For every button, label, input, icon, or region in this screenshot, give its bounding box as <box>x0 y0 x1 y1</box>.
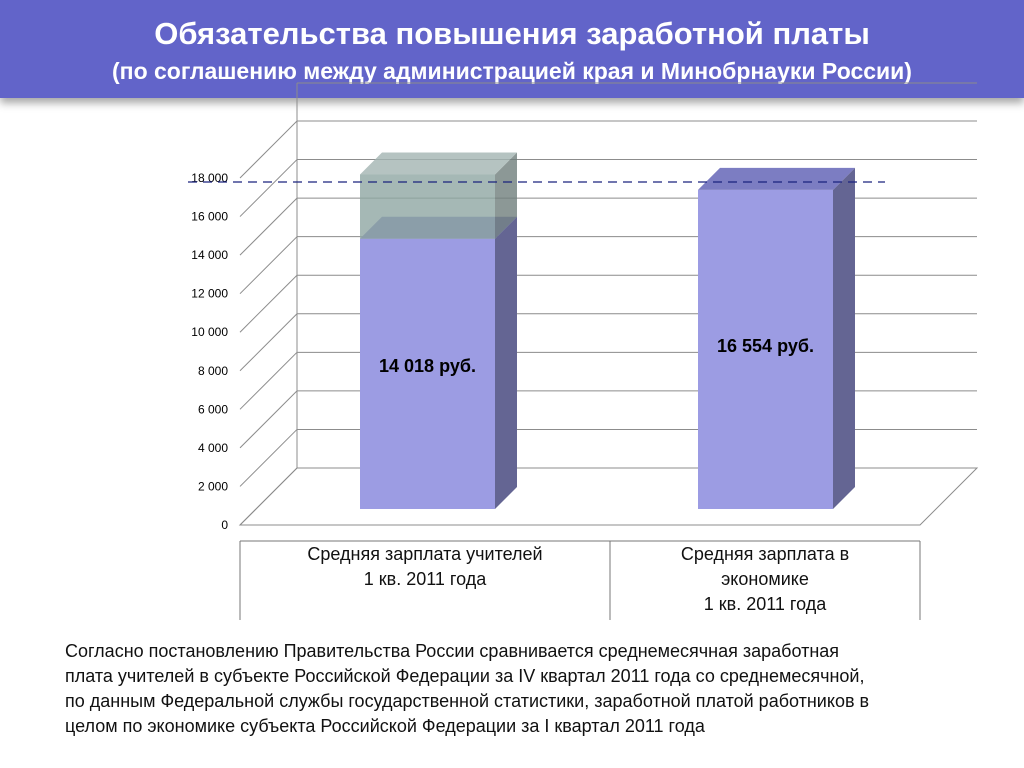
chart-floor <box>238 467 979 526</box>
grid-diagonal <box>239 390 298 449</box>
data-label: 16 554 руб. <box>717 336 814 356</box>
grid-diagonal <box>239 120 298 179</box>
category-label: Средняя зарплата учителей 1 кв. 2011 года <box>307 544 542 589</box>
footnote-text: Согласно постановлению Правительства Рос… <box>65 641 870 736</box>
bar-front <box>698 189 833 509</box>
data-label: 14 018 руб. <box>379 356 476 376</box>
target-bar-segment-front <box>360 174 495 239</box>
y-tick-label: 0 <box>221 518 228 532</box>
y-tick-label: 14 000 <box>191 248 228 262</box>
y-tick-label: 6 000 <box>198 402 228 416</box>
bar-side <box>833 167 855 509</box>
bar-front <box>360 238 495 510</box>
target-bar-segment-side <box>495 152 517 239</box>
grid-diagonal <box>239 351 298 410</box>
slide-header: Обязательства повышения заработной платы… <box>0 0 1024 98</box>
slide-title: Обязательства повышения заработной платы <box>154 16 870 51</box>
grid-diagonal <box>239 159 298 217</box>
y-tick-label: 18 000 <box>191 171 228 185</box>
grid-diagonal <box>239 313 298 372</box>
slide-subtitle: (по соглашению между администрацией края… <box>112 58 912 84</box>
bar-side <box>495 216 517 510</box>
y-tick-label: 12 000 <box>191 287 228 301</box>
y-tick-label: 4 000 <box>198 441 228 455</box>
y-tick-label: 8 000 <box>198 364 228 378</box>
target-bar-segment-top <box>360 152 517 175</box>
grid-diagonal <box>239 274 298 333</box>
y-tick-label: 16 000 <box>191 210 228 224</box>
bar-top <box>698 167 855 190</box>
y-tick-label: 10 000 <box>191 325 228 339</box>
grid-diagonal <box>239 236 298 295</box>
grid-diagonal <box>239 197 298 256</box>
grid-diagonal <box>239 429 298 487</box>
y-tick-label: 2 000 <box>198 479 228 493</box>
category-label: Средняя зарплата в экономике 1 кв. 2011 го… <box>681 544 849 614</box>
